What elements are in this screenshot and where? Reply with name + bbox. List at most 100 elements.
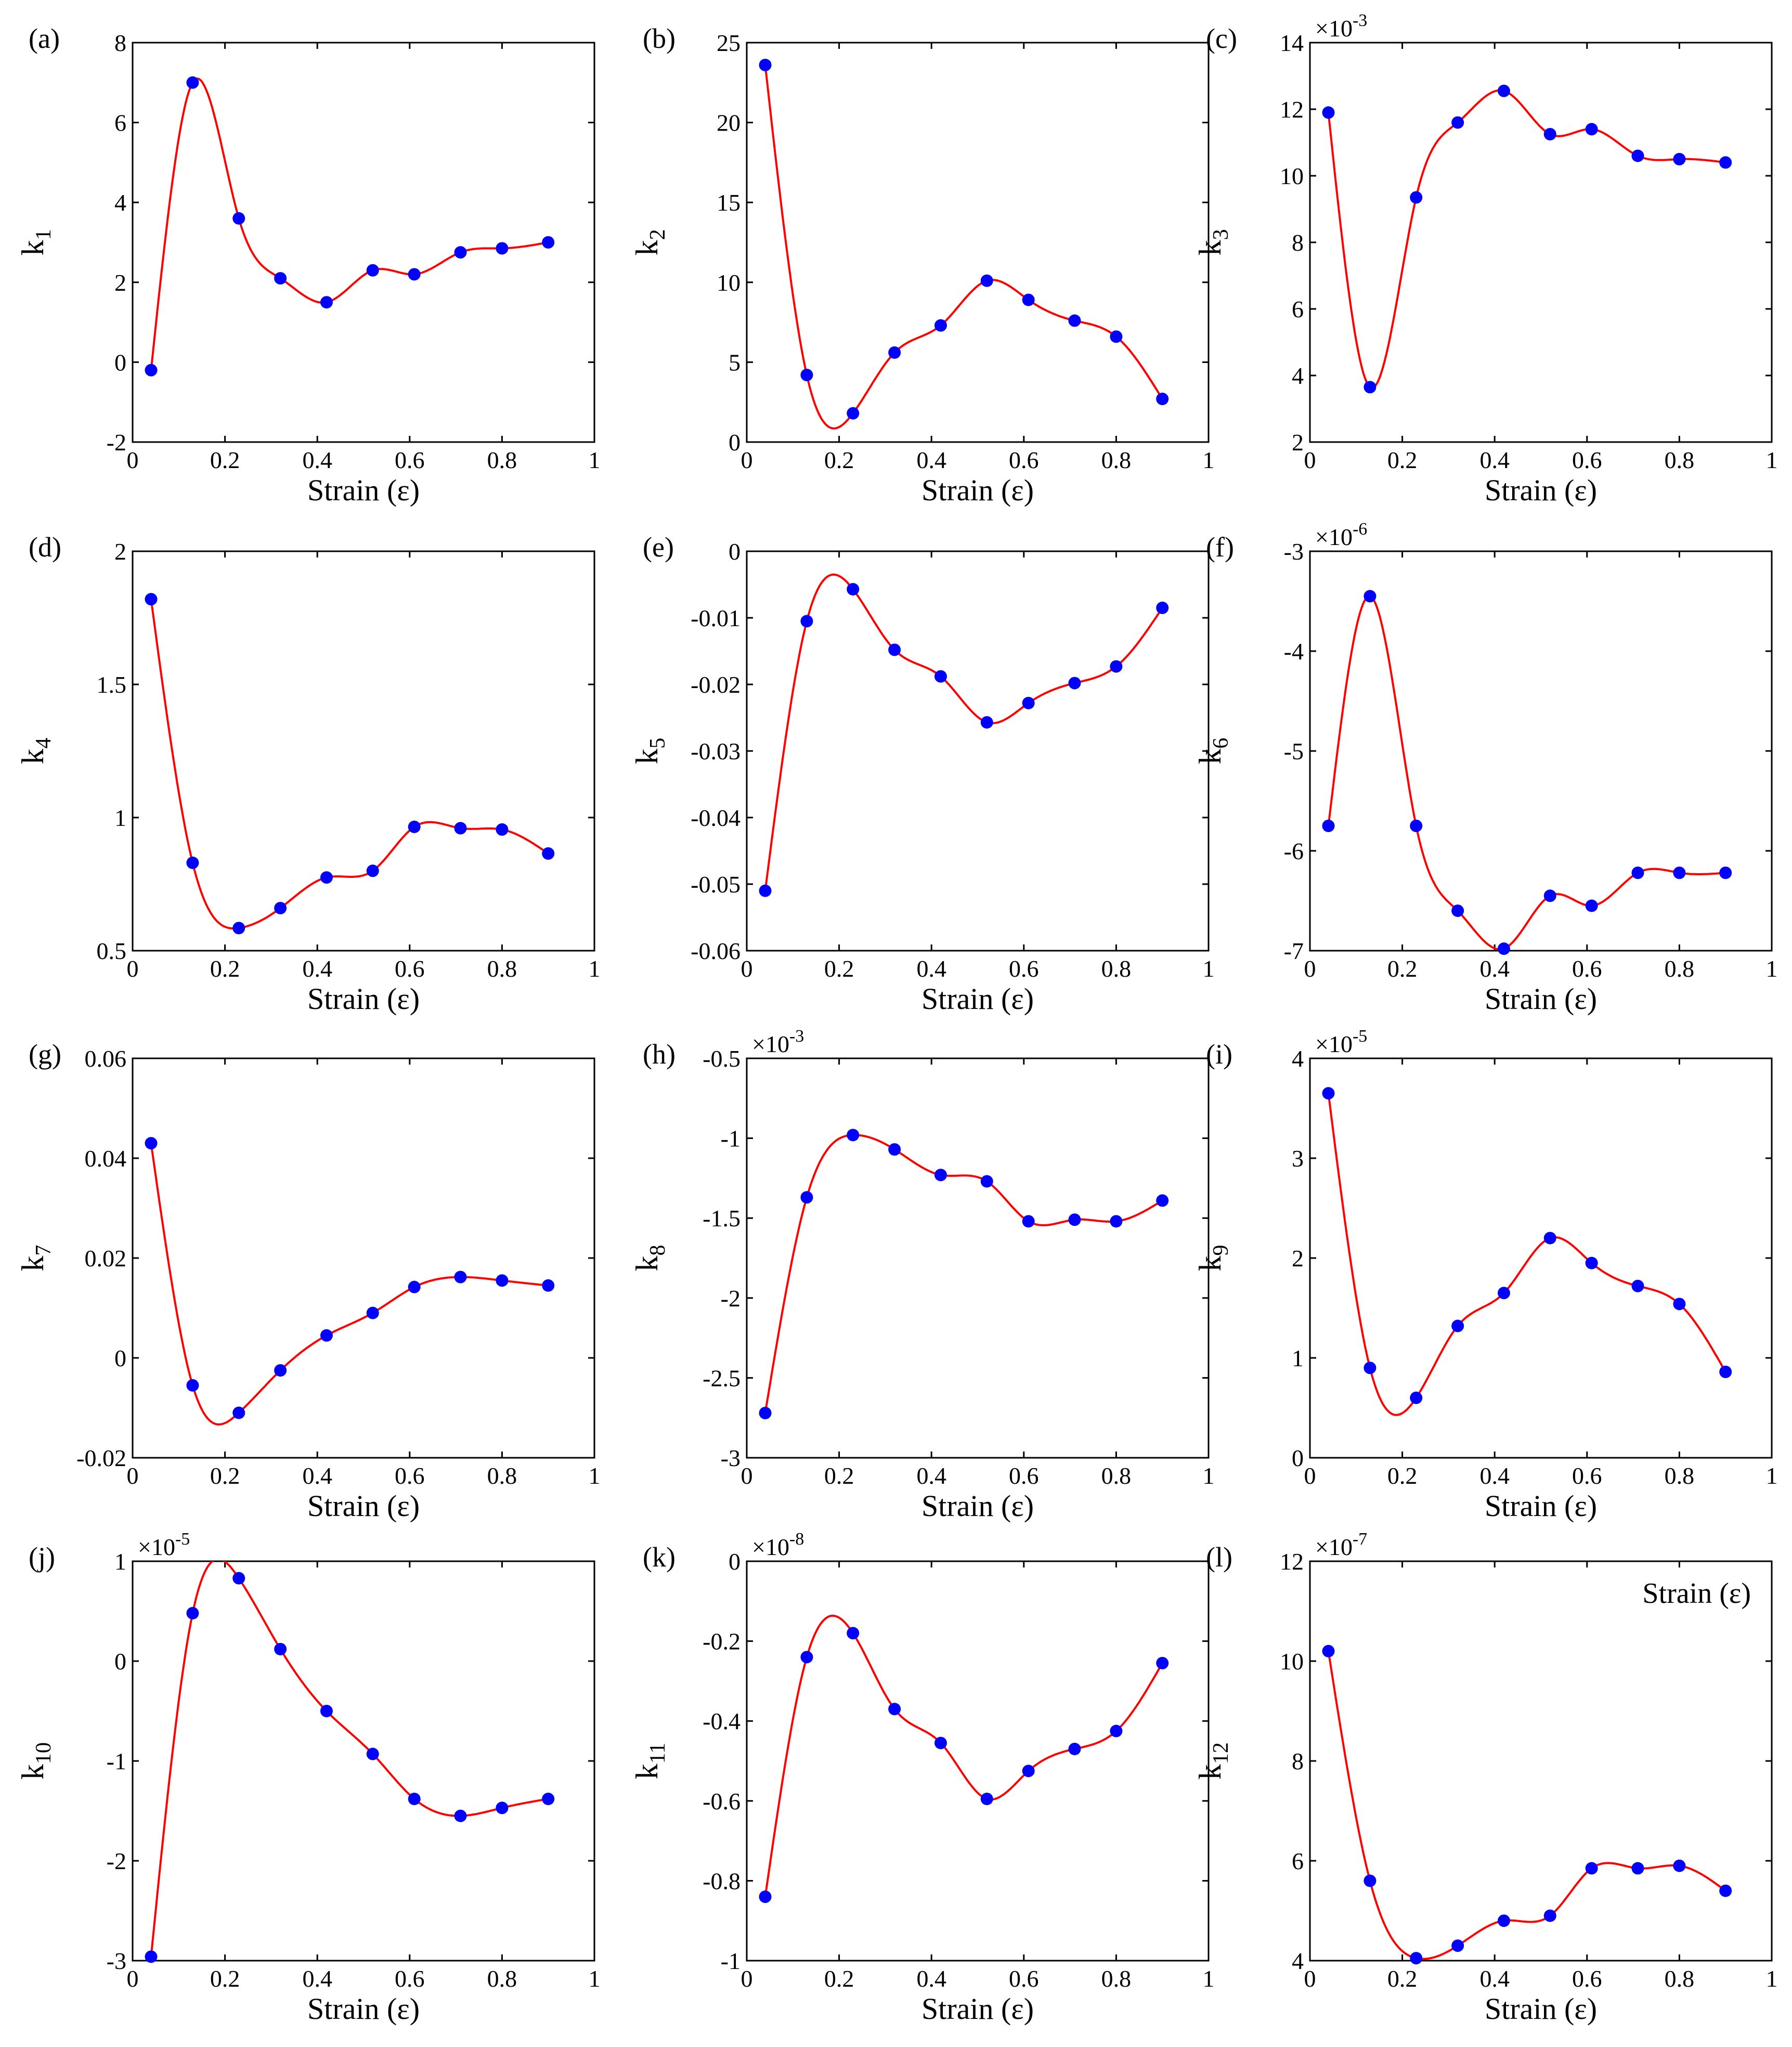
- data-point: [366, 264, 379, 277]
- data-point: [1110, 660, 1123, 673]
- y-tick-label: 4: [1292, 1948, 1304, 1974]
- x-tick-label: 0: [1304, 1462, 1316, 1489]
- y-tick-label: -1: [721, 1948, 741, 1974]
- x-axis-label: Strain (ε): [921, 982, 1034, 1016]
- x-tick-label: 1: [1203, 1965, 1215, 1992]
- panel-d: 0 0.2 0.4 0.6 0.8 1 0.5 1 1.5 2 (d) Strain (ε) k4: [16, 532, 601, 1016]
- data-point: [1585, 899, 1598, 912]
- data-point: [320, 296, 333, 309]
- x-axis-label: Strain (ε): [307, 1489, 420, 1523]
- y-tick-label: 0: [729, 429, 741, 456]
- data-point: [1673, 1298, 1686, 1311]
- y-tick-label: -0.4: [703, 1708, 741, 1734]
- x-tick-label: 0.6: [1009, 955, 1039, 982]
- data-point: [320, 1329, 333, 1342]
- panel-h: 0 0.2 0.4 0.6 0.8 1 -3 -2.5 -2 -1.5 -1 -0.5 ×10-3 (h)…: [630, 1027, 1215, 1523]
- data-point: [800, 1651, 813, 1664]
- x-tick-label: 0.8: [1665, 1965, 1695, 1992]
- x-tick-label: 0.8: [1665, 955, 1695, 982]
- x-tick-label: 0.4: [916, 447, 946, 473]
- x-tick-label: 0.2: [210, 447, 240, 473]
- data-point: [1631, 149, 1644, 162]
- x-tick-label: 0: [1304, 447, 1316, 473]
- x-tick-label: 0.4: [1479, 955, 1510, 982]
- y-tick-label: -0.01: [691, 605, 741, 631]
- x-tick-label: 0.4: [1479, 1462, 1510, 1489]
- data-point: [366, 1747, 379, 1760]
- y-tick-label: -5: [1284, 738, 1304, 765]
- x-axis-label: Strain (ε): [921, 1992, 1034, 2026]
- data-point: [888, 1703, 901, 1716]
- x-tick-label: 0.2: [824, 1462, 854, 1489]
- data-point: [980, 716, 993, 729]
- data-point: [1631, 1862, 1644, 1875]
- x-tick-label: 0.4: [302, 955, 332, 982]
- y-axis-label: k10: [16, 1742, 56, 1780]
- y-tick-label: 10: [1280, 163, 1304, 189]
- panel-label: (b): [643, 23, 676, 54]
- y-multiplier: ×10-5: [1315, 1027, 1367, 1057]
- x-tick-label: 0.8: [1101, 1462, 1132, 1489]
- data-point: [274, 902, 287, 915]
- y-tick-label: -0.5: [703, 1045, 741, 1072]
- data-point: [1497, 1287, 1510, 1300]
- x-tick-label: 0.6: [1572, 447, 1602, 473]
- y-axis-label: k12: [1193, 1742, 1233, 1780]
- y-tick-label: 1.5: [97, 671, 127, 698]
- y-tick-label: -2: [721, 1285, 741, 1312]
- x-tick-label: 0.2: [1387, 955, 1418, 982]
- data-point: [454, 1271, 467, 1284]
- data-point: [408, 820, 421, 833]
- data-point: [1585, 123, 1598, 136]
- panel-label: (d): [29, 532, 61, 563]
- data-point: [1631, 1279, 1644, 1292]
- data-point: [759, 59, 772, 72]
- data-point: [1451, 904, 1464, 917]
- y-tick-label: -0.02: [691, 671, 741, 698]
- data-point: [980, 1175, 993, 1188]
- x-tick-label: 0: [127, 955, 139, 982]
- panel-f: 0 0.2 0.4 0.6 0.8 1 -7 -6 -5 -4 -3 ×10-6 (f) Strain (…: [1193, 520, 1778, 1016]
- x-tick-label: 0.8: [487, 1965, 517, 1992]
- data-point: [1585, 1862, 1598, 1875]
- y-tick-label: 0.06: [85, 1045, 127, 1072]
- fit-curve: [150, 1143, 549, 1426]
- data-point: [232, 1406, 245, 1419]
- x-tick-label: 0: [1304, 1965, 1316, 1992]
- data-point: [1022, 293, 1035, 306]
- y-tick-label: 1: [1292, 1345, 1304, 1371]
- x-tick-label: 0.2: [824, 955, 854, 982]
- data-point: [1719, 156, 1732, 169]
- y-tick-label: 8: [1292, 229, 1304, 256]
- x-tick-label: 0.6: [395, 955, 425, 982]
- y-axis-label: k8: [630, 1245, 670, 1272]
- y-tick-label: -0.6: [703, 1788, 741, 1815]
- data-point: [454, 246, 467, 259]
- data-point: [1410, 1952, 1423, 1965]
- x-tick-label: 0.2: [824, 447, 854, 473]
- data-point: [454, 822, 467, 835]
- data-point: [232, 1572, 245, 1585]
- data-point: [542, 1792, 555, 1805]
- data-point: [1022, 1765, 1035, 1778]
- y-tick-label: 0: [1292, 1445, 1304, 1471]
- fit-curve: [1327, 1651, 1726, 1960]
- fit-curve: [1327, 1093, 1726, 1416]
- y-tick-label: 6: [1292, 296, 1304, 322]
- y-tick-label: 10: [1280, 1648, 1304, 1675]
- data-point: [800, 368, 813, 381]
- x-tick-label: 1: [1766, 955, 1778, 982]
- x-axis-label: Strain (ε): [307, 1992, 420, 2026]
- x-tick-label: 0: [741, 1965, 753, 1992]
- data-point: [408, 1792, 421, 1805]
- fit-curve: [150, 1561, 549, 1957]
- y-axis-label: k1: [16, 229, 56, 256]
- data-point: [1322, 106, 1335, 119]
- x-tick-label: 0.6: [1009, 1965, 1039, 1992]
- data-point: [1410, 820, 1423, 832]
- data-point: [145, 1137, 158, 1150]
- x-tick-label: 0.4: [916, 1965, 946, 1992]
- x-tick-label: 0: [127, 1462, 139, 1489]
- y-multiplier: ×10-3: [752, 1027, 804, 1057]
